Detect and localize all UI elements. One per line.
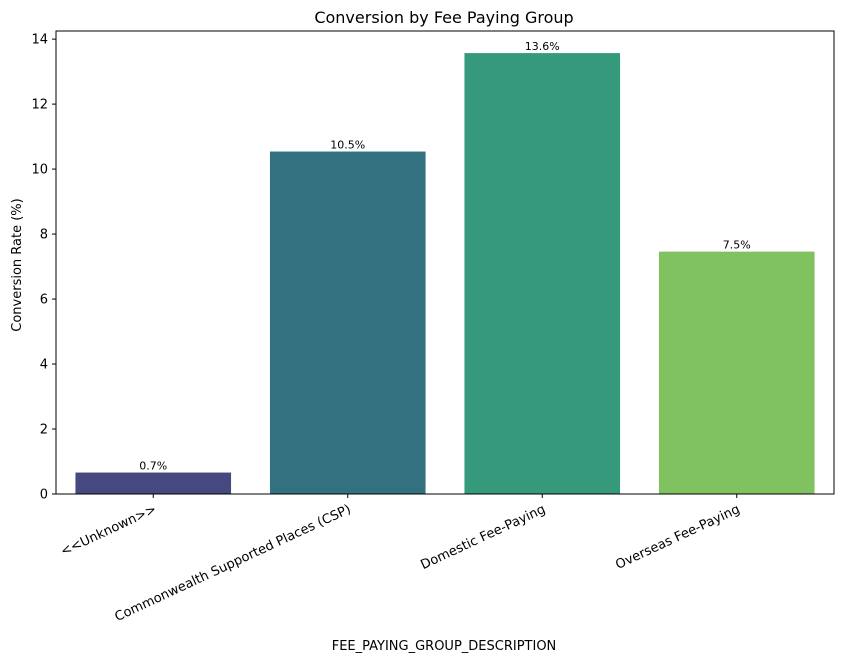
x-tick-label: Domestic Fee-Paying — [418, 502, 547, 573]
bars-group — [75, 53, 815, 495]
y-tick-label: 4 — [40, 358, 48, 373]
y-tick-label: 14 — [31, 33, 48, 48]
x-tick-label: Commonwealth Supported Places (CSP) — [113, 502, 354, 625]
x-axis: <<Unknown>>Commonwealth Supported Places… — [58, 494, 742, 625]
x-tick-label: <<Unknown>> — [58, 502, 159, 560]
bar — [464, 53, 621, 495]
y-tick-label: 12 — [31, 98, 48, 113]
bar-value-label: 13.6% — [525, 40, 560, 53]
plot-frame — [55, 30, 835, 495]
y-axis-label: Conversion Rate (%) — [10, 198, 25, 331]
y-tick-label: 0 — [40, 488, 48, 503]
y-tick-label: 2 — [40, 423, 48, 438]
bar-value-label: 7.5% — [723, 239, 751, 252]
y-tick-label: 10 — [31, 163, 48, 178]
y-axis: 0 2 4 6 8 10 12 14 — [31, 33, 56, 503]
bar-value-label: 0.7% — [139, 460, 167, 473]
x-axis-label: FEE_PAYING_GROUP_DESCRIPTION — [332, 639, 557, 654]
bar — [658, 251, 815, 494]
data-labels-group: 0.7% 10.5% 13.6% 7.5% — [139, 40, 750, 472]
bar — [75, 472, 232, 494]
x-tick-label: Overseas Fee-Paying — [613, 502, 742, 573]
bar — [269, 151, 426, 494]
chart-title: Conversion by Fee Paying Group — [314, 8, 573, 27]
y-tick-label: 8 — [40, 228, 48, 243]
bar-value-label: 10.5% — [330, 139, 365, 152]
y-tick-label: 6 — [40, 293, 48, 308]
